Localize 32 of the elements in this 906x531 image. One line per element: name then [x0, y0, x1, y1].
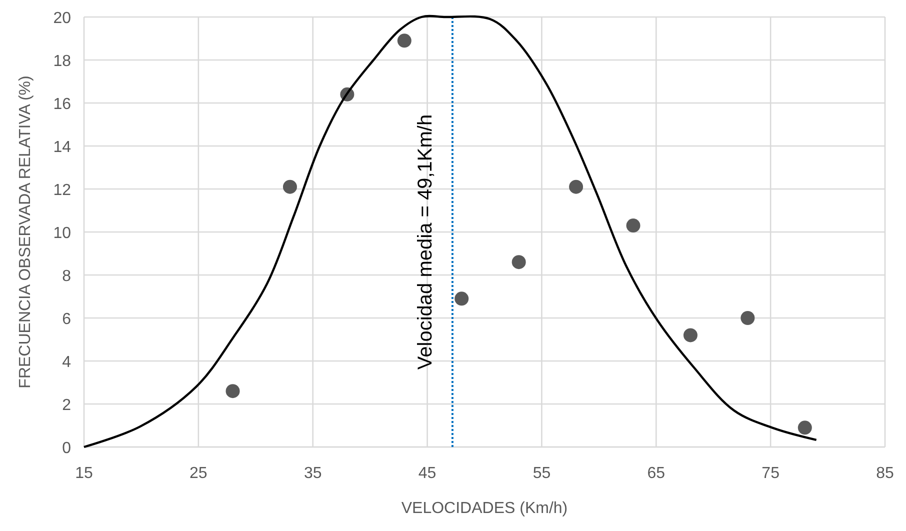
x-tick-label: 25: [190, 465, 208, 482]
point: [683, 328, 698, 342]
point: [798, 420, 812, 435]
y-tick-label: 18: [53, 53, 72, 70]
x-tick-label: 65: [647, 465, 666, 482]
y-tick-label: 10: [53, 225, 72, 242]
y-tick-label: 16: [53, 96, 72, 113]
y-tick-label: 12: [53, 182, 72, 199]
point: [454, 292, 469, 306]
x-tick-label: 55: [532, 465, 551, 482]
y-tick-label: 4: [62, 354, 72, 371]
y-tick-label: 14: [53, 139, 72, 156]
y-tick-label: 0: [62, 440, 72, 457]
y-tick-label: 8: [62, 268, 72, 285]
point: [740, 311, 755, 325]
y-tick-label: 6: [62, 311, 72, 328]
point: [226, 384, 240, 398]
point: [282, 180, 297, 194]
x-tick-label: 45: [418, 465, 436, 482]
x-tick-label: 75: [762, 465, 780, 482]
x-tick-label: 35: [304, 465, 322, 482]
y-tick-label: 20: [53, 10, 72, 27]
point: [569, 180, 584, 194]
x-tick-label: 15: [75, 465, 93, 482]
annotation: Velocidad media = 49,1Km/h: [414, 114, 436, 370]
x-tick-label: 85: [876, 465, 894, 482]
y-tick-label: 2: [62, 397, 72, 414]
y-axis-title: FRECUENCIA OBSERVADA RELATIVA (%): [17, 76, 34, 388]
point: [512, 255, 526, 270]
point: [626, 218, 640, 233]
point: [397, 34, 412, 48]
x-axis-title: VELOCIDADES (Km/h): [401, 500, 568, 517]
